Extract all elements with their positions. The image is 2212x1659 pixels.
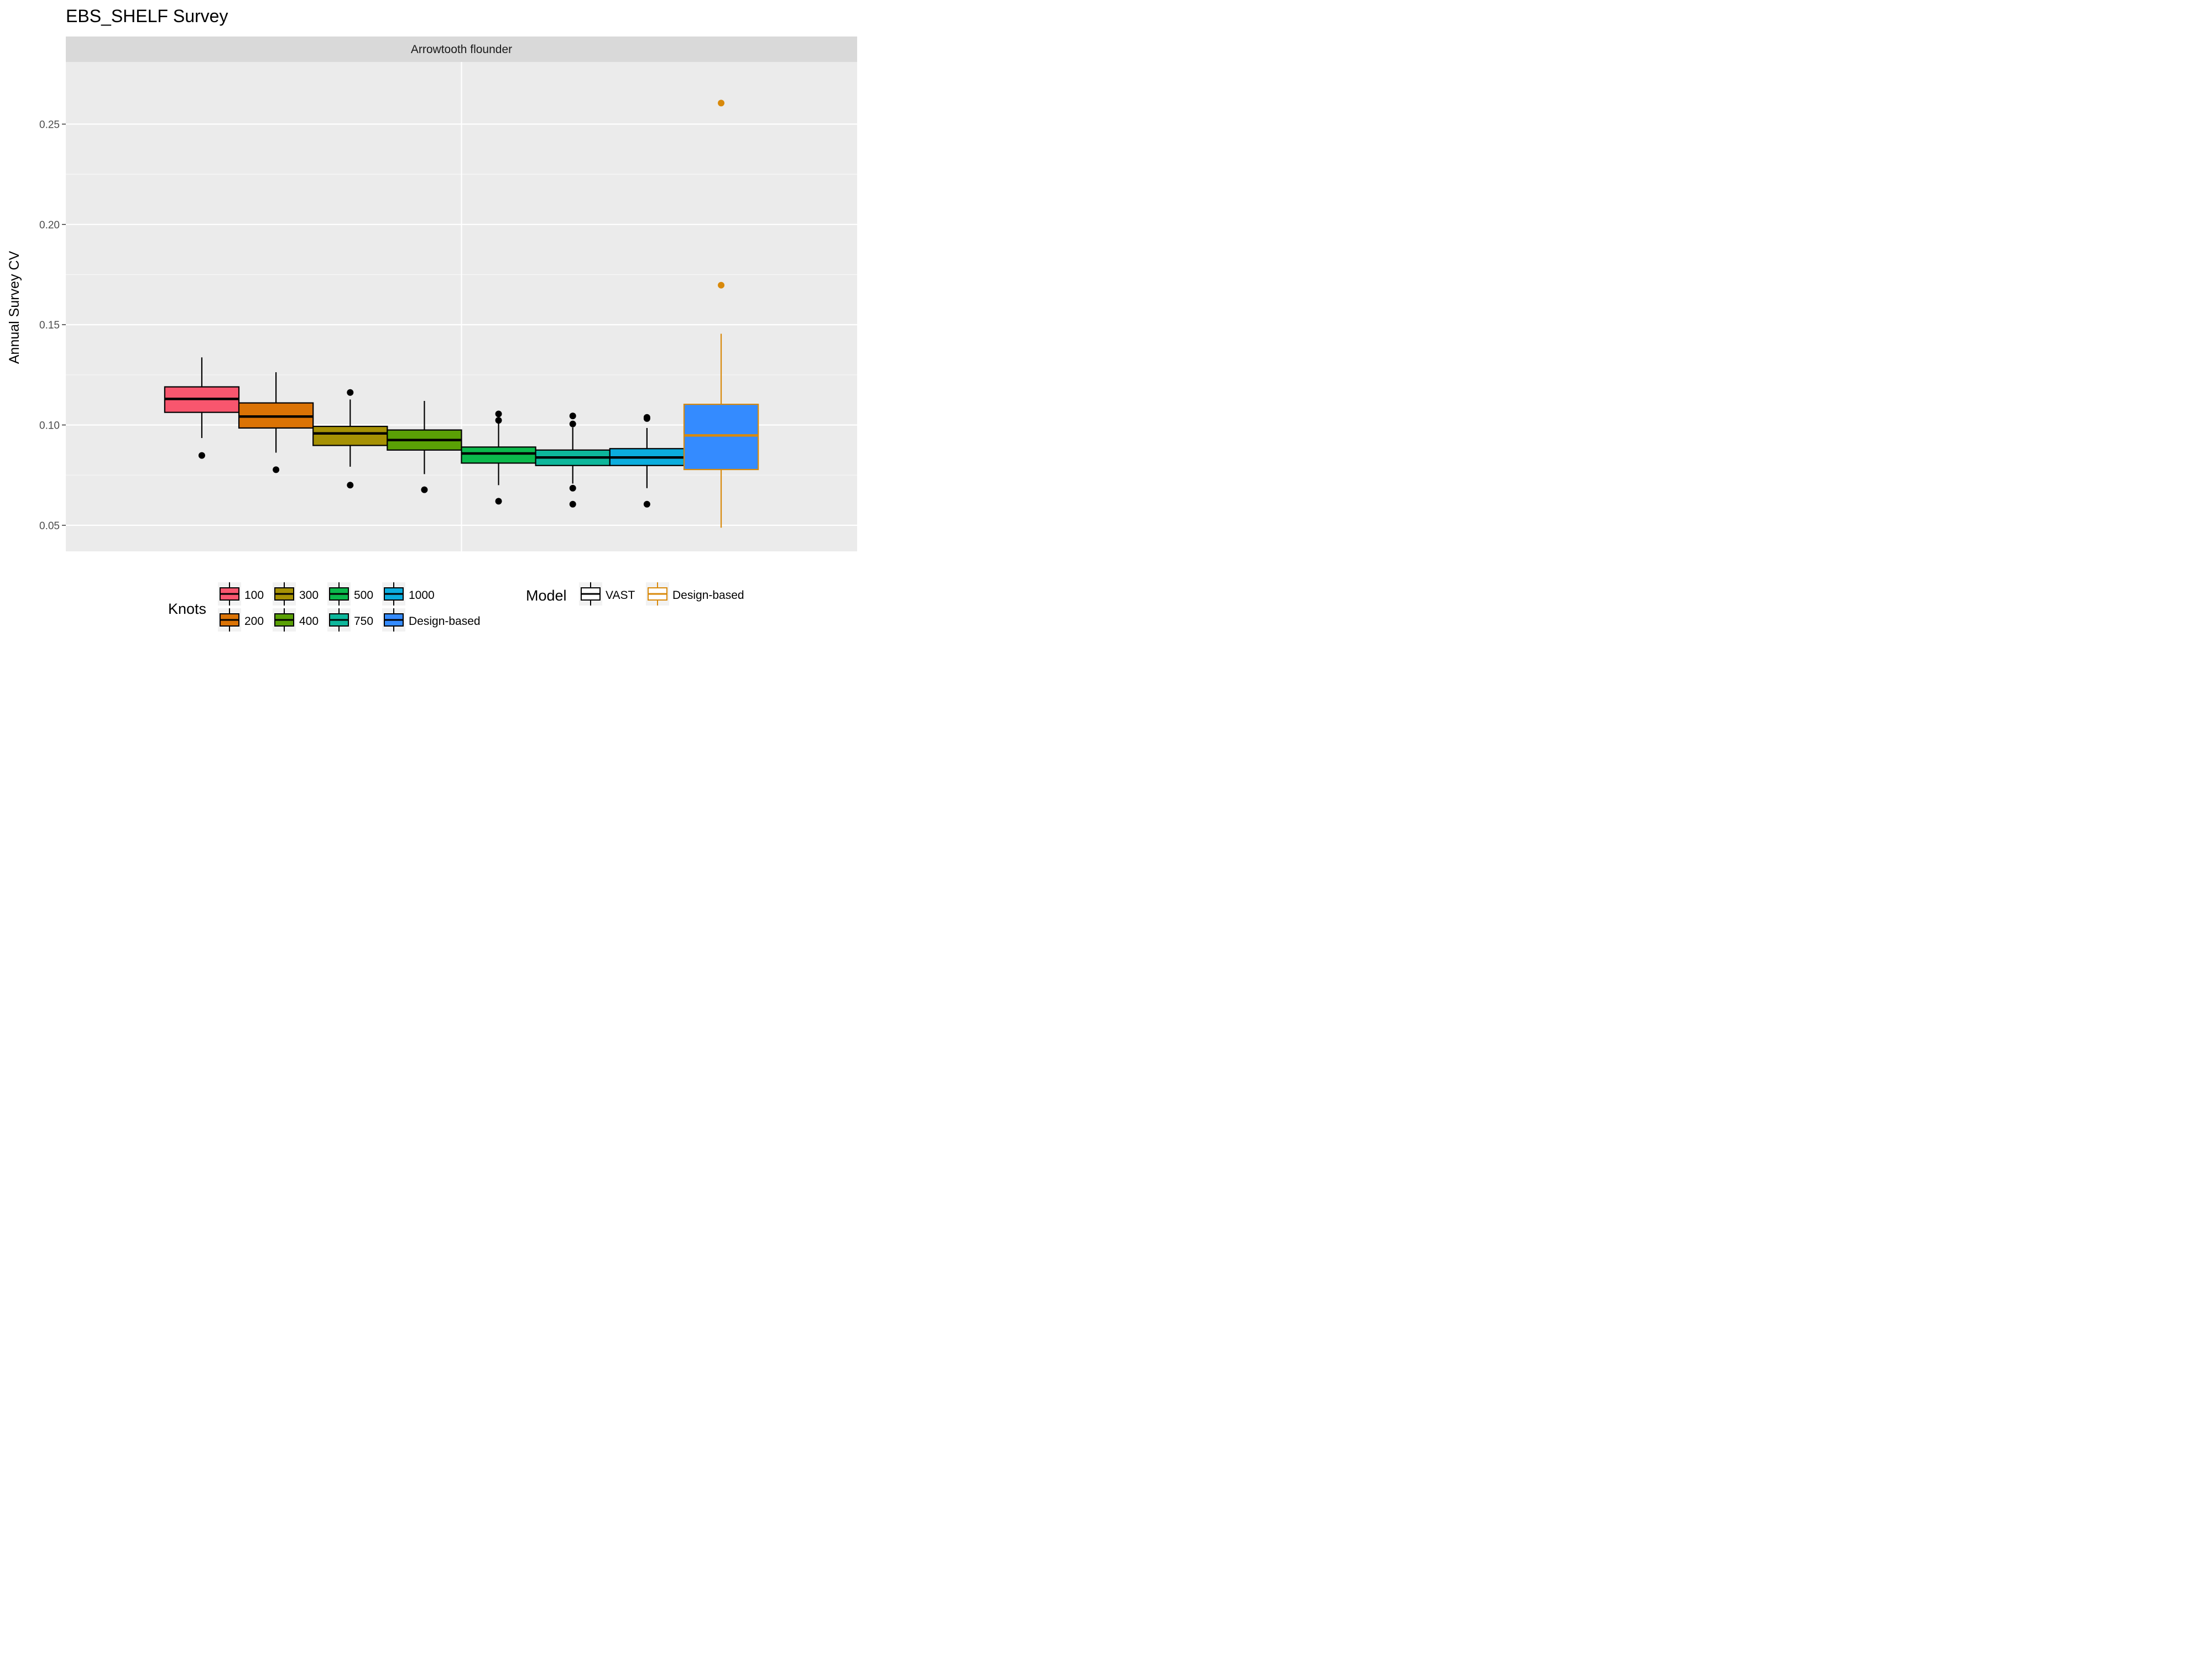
outlier-point: [495, 410, 502, 418]
outlier-point: [643, 500, 650, 508]
facet-label: Arrowtooth flounder: [411, 43, 512, 56]
box-iqr: [312, 425, 388, 446]
box-750: [535, 413, 611, 508]
legend-label-knots: 100: [244, 589, 264, 602]
legend-key-knots-500: [327, 582, 351, 606]
box-design-based: [683, 100, 759, 528]
outlier-point: [421, 486, 428, 493]
y-axis: 0.05 0.10 0.15 0.20 0.25: [39, 119, 66, 532]
boxes: [164, 100, 759, 528]
outlier-point: [718, 100, 725, 107]
y-tick-label: 0.05: [39, 520, 60, 532]
legend-label-model: VAST: [606, 589, 635, 602]
y-axis-label: Annual Survey CV: [7, 251, 22, 364]
outlier-point: [643, 415, 650, 422]
legend-key-knots-750: [327, 608, 351, 632]
outlier-point: [569, 420, 576, 427]
legend-key-knots-200: [218, 608, 241, 632]
outlier-point: [273, 466, 280, 473]
facet-strip: [66, 36, 857, 62]
y-tick-label: 0.25: [39, 119, 60, 131]
gridlines: [66, 62, 857, 551]
outlier-point: [198, 452, 205, 459]
y-tick-label: 0.20: [39, 220, 60, 231]
legend-title-knots: Knots: [168, 601, 206, 617]
legend-label-model: Design-based: [672, 589, 744, 602]
legend: Knots 100 300 500 1000 200 400 750 Design-based M…: [168, 582, 744, 632]
boxplot-chart: EBS_SHELF Survey Arrowtooth flounder 0.0…: [7, 6, 857, 632]
legend-key-knots-400: [273, 608, 296, 632]
legend-label-knots: 300: [299, 589, 319, 602]
box-1000: [609, 414, 685, 508]
box-200: [238, 372, 314, 473]
legend-label-knots: 1000: [409, 589, 435, 602]
legend-label-knots: 400: [299, 615, 319, 628]
legend-label-knots: 500: [354, 589, 373, 602]
outlier-point: [569, 413, 576, 420]
outlier-point: [495, 417, 502, 424]
outlier-point: [569, 484, 576, 492]
box-300: [312, 389, 388, 489]
legend-key-knots-100: [218, 582, 241, 606]
legend-key-model-design-based: [646, 582, 669, 606]
legend-label-knots: Design-based: [409, 615, 481, 628]
legend-key-knots-1000: [382, 582, 405, 606]
legend-label-knots: 750: [354, 615, 373, 628]
legend-key-model-vast: [579, 582, 602, 606]
outlier-point: [718, 281, 725, 289]
chart-title: EBS_SHELF Survey: [66, 6, 228, 26]
outlier-point: [347, 482, 354, 489]
legend-key-knots-300: [273, 582, 296, 606]
outlier-point: [495, 498, 502, 505]
legend-key-knots-design-based: [382, 608, 405, 632]
box-iqr: [683, 404, 759, 471]
y-tick-label: 0.15: [39, 320, 60, 331]
box-iqr: [461, 446, 536, 464]
legend-label-knots: 200: [244, 615, 264, 628]
box-400: [387, 400, 462, 493]
y-tick-label: 0.10: [39, 420, 60, 431]
legend-title-model: Model: [526, 587, 567, 604]
box-100: [164, 357, 240, 459]
outlier-point: [569, 500, 576, 508]
outlier-point: [347, 389, 354, 396]
